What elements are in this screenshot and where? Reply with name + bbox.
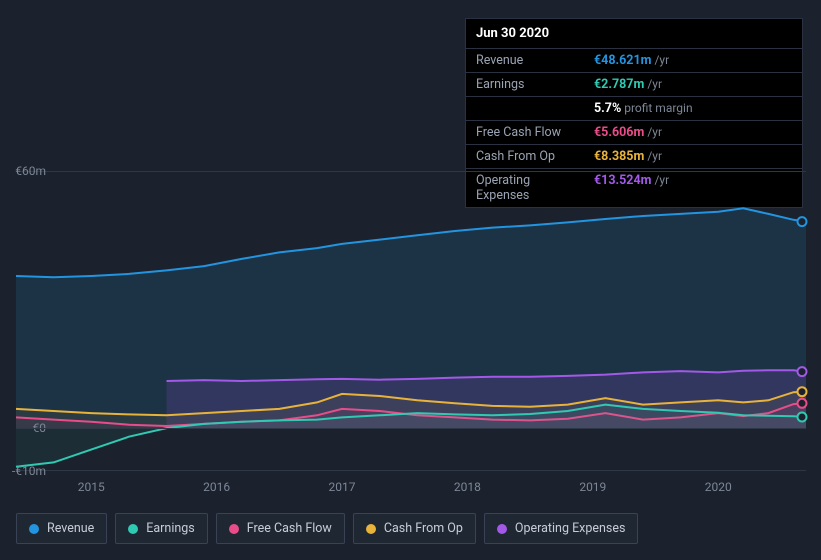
tooltip-row: Revenue€48.621m/yr [466,49,802,73]
legend-swatch [128,524,138,534]
legend-item-operating-expenses[interactable]: Operating Expenses [484,513,639,544]
tooltip-metric-label: Earnings [466,73,584,96]
tooltip-metric-value: €5.606m/yr [584,121,802,144]
legend-swatch [366,524,376,534]
legend-item-free-cash-flow[interactable]: Free Cash Flow [216,513,345,544]
legend-swatch [229,524,239,534]
legend-label: Cash From Op [384,521,463,536]
chart-svg [16,171,806,471]
x-tick-label: 2020 [705,480,732,494]
x-tick-label: 2019 [579,480,606,494]
x-tick-label: 2018 [454,480,481,494]
x-tick-label: 2017 [329,480,356,494]
legend-swatch [29,524,39,534]
legend-item-earnings[interactable]: Earnings [115,513,207,544]
tooltip-row: Earnings€2.787m/yr [466,73,802,97]
legend-item-cash-from-op[interactable]: Cash From Op [353,513,476,544]
tooltip-row: 5.7%profit margin [466,97,802,121]
legend-item-revenue[interactable]: Revenue [16,513,107,544]
legend-label: Free Cash Flow [247,521,332,536]
tooltip-metric-value: €2.787m/yr [584,73,802,96]
tooltip-row: Free Cash Flow€5.606m/yr [466,121,802,145]
x-axis-labels: 2015 2016 2017 2018 2019 2020 [16,480,806,500]
end-marker [798,399,807,408]
end-marker [798,387,807,396]
end-marker [798,413,807,422]
tooltip-metric-label: Free Cash Flow [466,121,584,144]
legend-label: Revenue [47,521,94,536]
y-tick-label: -€10m [0,464,46,478]
tooltip-metric-value: €48.621m/yr [584,49,802,72]
legend-swatch [497,524,507,534]
end-marker [798,367,807,376]
y-tick-label: €60m [0,164,46,178]
legend-label: Operating Expenses [515,521,626,536]
legend-label: Earnings [146,521,194,536]
x-tick-label: 2016 [203,480,230,494]
financials-chart[interactable]: €60m€0-€10m 201520162017201820192020 [16,155,806,495]
chart-legend: Revenue Earnings Free Cash Flow Cash From O… [16,513,638,544]
tooltip-date: Jun 30 2020 [466,19,802,49]
tooltip-metric-label: Revenue [466,49,584,72]
tooltip-metric-value: 5.7%profit margin [584,97,802,120]
end-marker [798,217,807,226]
x-tick-label: 2015 [78,480,105,494]
zero-gridline [16,428,806,429]
tooltip-metric-label [466,97,584,120]
